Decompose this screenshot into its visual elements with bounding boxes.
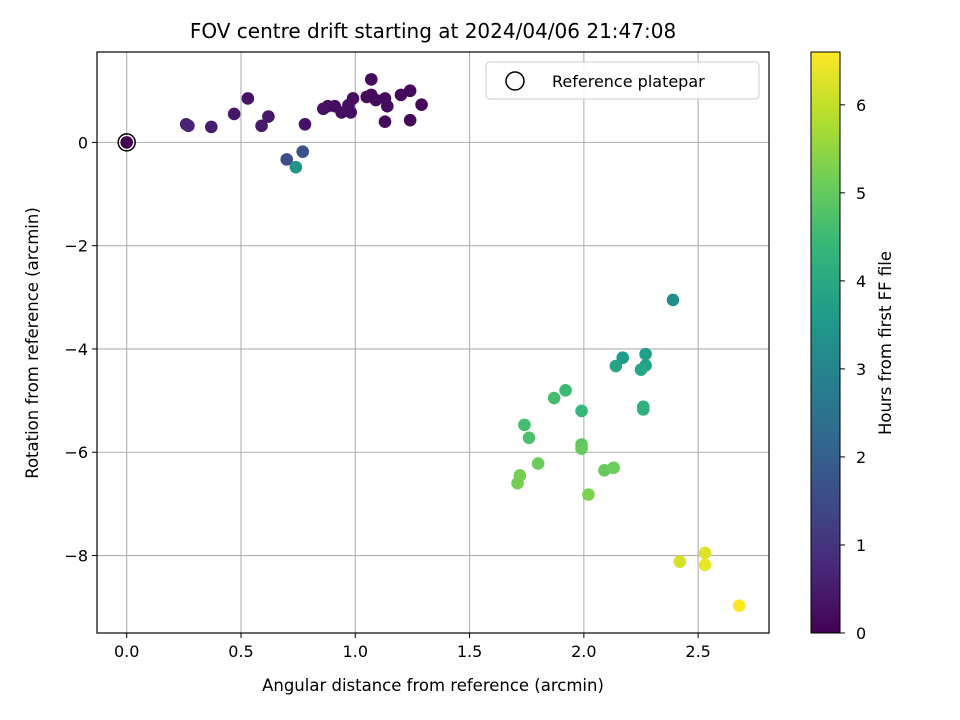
- x-axis-ticks: 0.0 0.5 1.0 1.5 2.0 2.5: [114, 633, 711, 661]
- data-point: [636, 403, 650, 416]
- data-point: [403, 84, 417, 98]
- y-axis-ticks: 0 −2 −4 −6 −8: [64, 133, 97, 566]
- x-tick-label: 2.0: [571, 642, 596, 661]
- data-point: [518, 418, 531, 432]
- data-point: [634, 363, 648, 376]
- data-point: [296, 145, 310, 158]
- legend-label: Reference platepar: [552, 72, 705, 91]
- data-point: [616, 351, 630, 365]
- data-point: [346, 92, 360, 105]
- reference-platepar-marker: [117, 133, 136, 152]
- data-point: [575, 404, 588, 418]
- legend-marker-icon: [505, 71, 525, 91]
- x-tick-label: 1.5: [457, 642, 482, 661]
- data-point: [227, 107, 241, 121]
- data-point: [262, 110, 275, 123]
- data-point: [182, 119, 195, 133]
- data-point: [732, 599, 746, 612]
- data-point: [364, 73, 378, 86]
- data-point: [380, 99, 394, 113]
- y-tick-label: −8: [64, 547, 88, 566]
- data-point: [607, 461, 620, 475]
- y-axis-label: Rotation from reference (arcmin): [23, 207, 42, 479]
- data-point: [673, 555, 687, 569]
- data-point: [120, 136, 134, 149]
- colorbar-tick-label: 4: [856, 272, 866, 291]
- colorbar-tick-label: 3: [856, 360, 866, 379]
- x-tick-label: 1.0: [343, 642, 368, 661]
- data-point: [280, 153, 294, 166]
- colorbar-label: Hours from first FF file: [876, 251, 895, 435]
- y-tick-label: −6: [64, 443, 88, 462]
- data-point: [298, 118, 312, 131]
- colorbar-tick-label: 0: [856, 624, 866, 643]
- data-point: [511, 476, 524, 490]
- data-point: [639, 347, 652, 361]
- legend: Reference platepar: [485, 61, 760, 100]
- colorbar-ticks: 0 1 2 3 4 5 6: [840, 96, 866, 643]
- data-point: [698, 558, 712, 572]
- data-point: [289, 160, 303, 174]
- colorbar: 0 1 2 3 4 5 6 Hours from first FF file: [810, 51, 895, 643]
- data-point: [415, 98, 428, 111]
- data-point: [559, 383, 572, 397]
- colorbar-tick-label: 2: [856, 448, 866, 467]
- plot-background: [97, 52, 769, 633]
- colorbar-tick-label: 1: [856, 536, 866, 555]
- colorbar-tick-label: 5: [856, 184, 866, 203]
- plot-area: 0.0 0.5 1.0 1.5 2.0 2.5 0 −2 −4 −6 −8: [64, 51, 770, 661]
- x-tick-label: 0.5: [228, 642, 253, 661]
- grid-lines: [97, 52, 769, 633]
- y-tick-label: 0: [78, 133, 88, 152]
- data-point: [204, 120, 218, 134]
- data-point: [575, 442, 588, 455]
- data-point: [698, 546, 712, 560]
- y-tick-label: −2: [64, 237, 88, 256]
- data-point: [522, 431, 536, 445]
- scatter-points: [120, 73, 746, 612]
- data-point: [531, 457, 545, 470]
- data-point: [582, 488, 595, 501]
- data-point: [547, 391, 561, 405]
- data-point: [403, 113, 417, 127]
- data-point: [344, 106, 358, 119]
- data-point: [609, 359, 623, 373]
- plot-frame: [96, 51, 770, 634]
- data-point: [241, 92, 255, 105]
- x-axis-label: Angular distance from reference (arcmin): [262, 676, 604, 695]
- chart-title: FOV centre drift starting at 2024/04/06 …: [190, 19, 676, 43]
- x-tick-label: 2.5: [685, 642, 710, 661]
- data-point: [378, 115, 392, 129]
- data-point: [255, 119, 268, 133]
- y-tick-label: −4: [64, 340, 88, 359]
- colorbar-gradient: [810, 51, 841, 634]
- x-tick-label: 0.0: [114, 642, 139, 661]
- legend-box: [485, 61, 760, 100]
- data-point: [666, 293, 680, 307]
- colorbar-tick-label: 6: [856, 96, 866, 115]
